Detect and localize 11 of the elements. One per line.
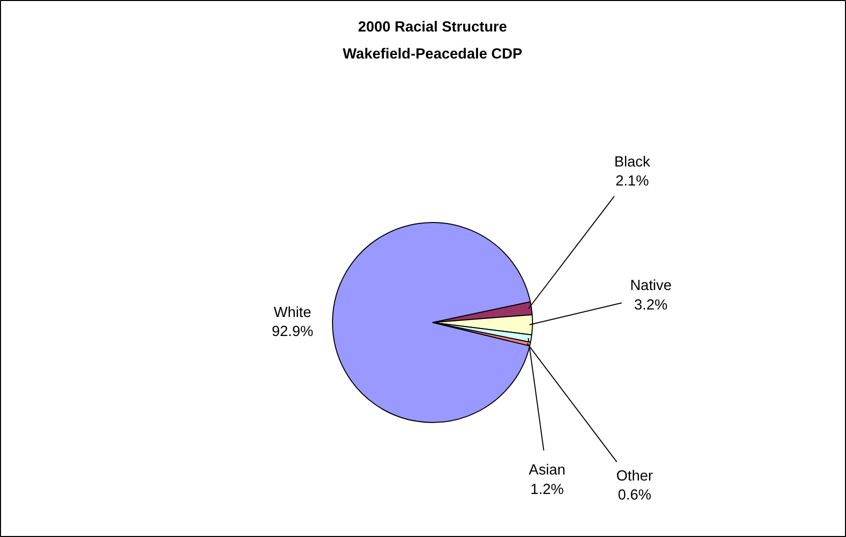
- data-label: 2.1%: [615, 174, 649, 190]
- slice-label: Other: [616, 468, 654, 485]
- data-label: 1.2%: [530, 482, 564, 498]
- slice-label: Asian: [528, 462, 566, 479]
- data-label: 92.9%: [272, 324, 314, 340]
- data-label: 3.2%: [634, 297, 668, 314]
- chart-title: 2000 Racial Structure Wakefield-Peacedale CDP: [342, 20, 522, 62]
- data-label: 0.6%: [618, 488, 652, 504]
- slice-label: Black: [614, 154, 651, 170]
- slice-label: White: [274, 304, 312, 321]
- slice-label: Native: [630, 278, 672, 294]
